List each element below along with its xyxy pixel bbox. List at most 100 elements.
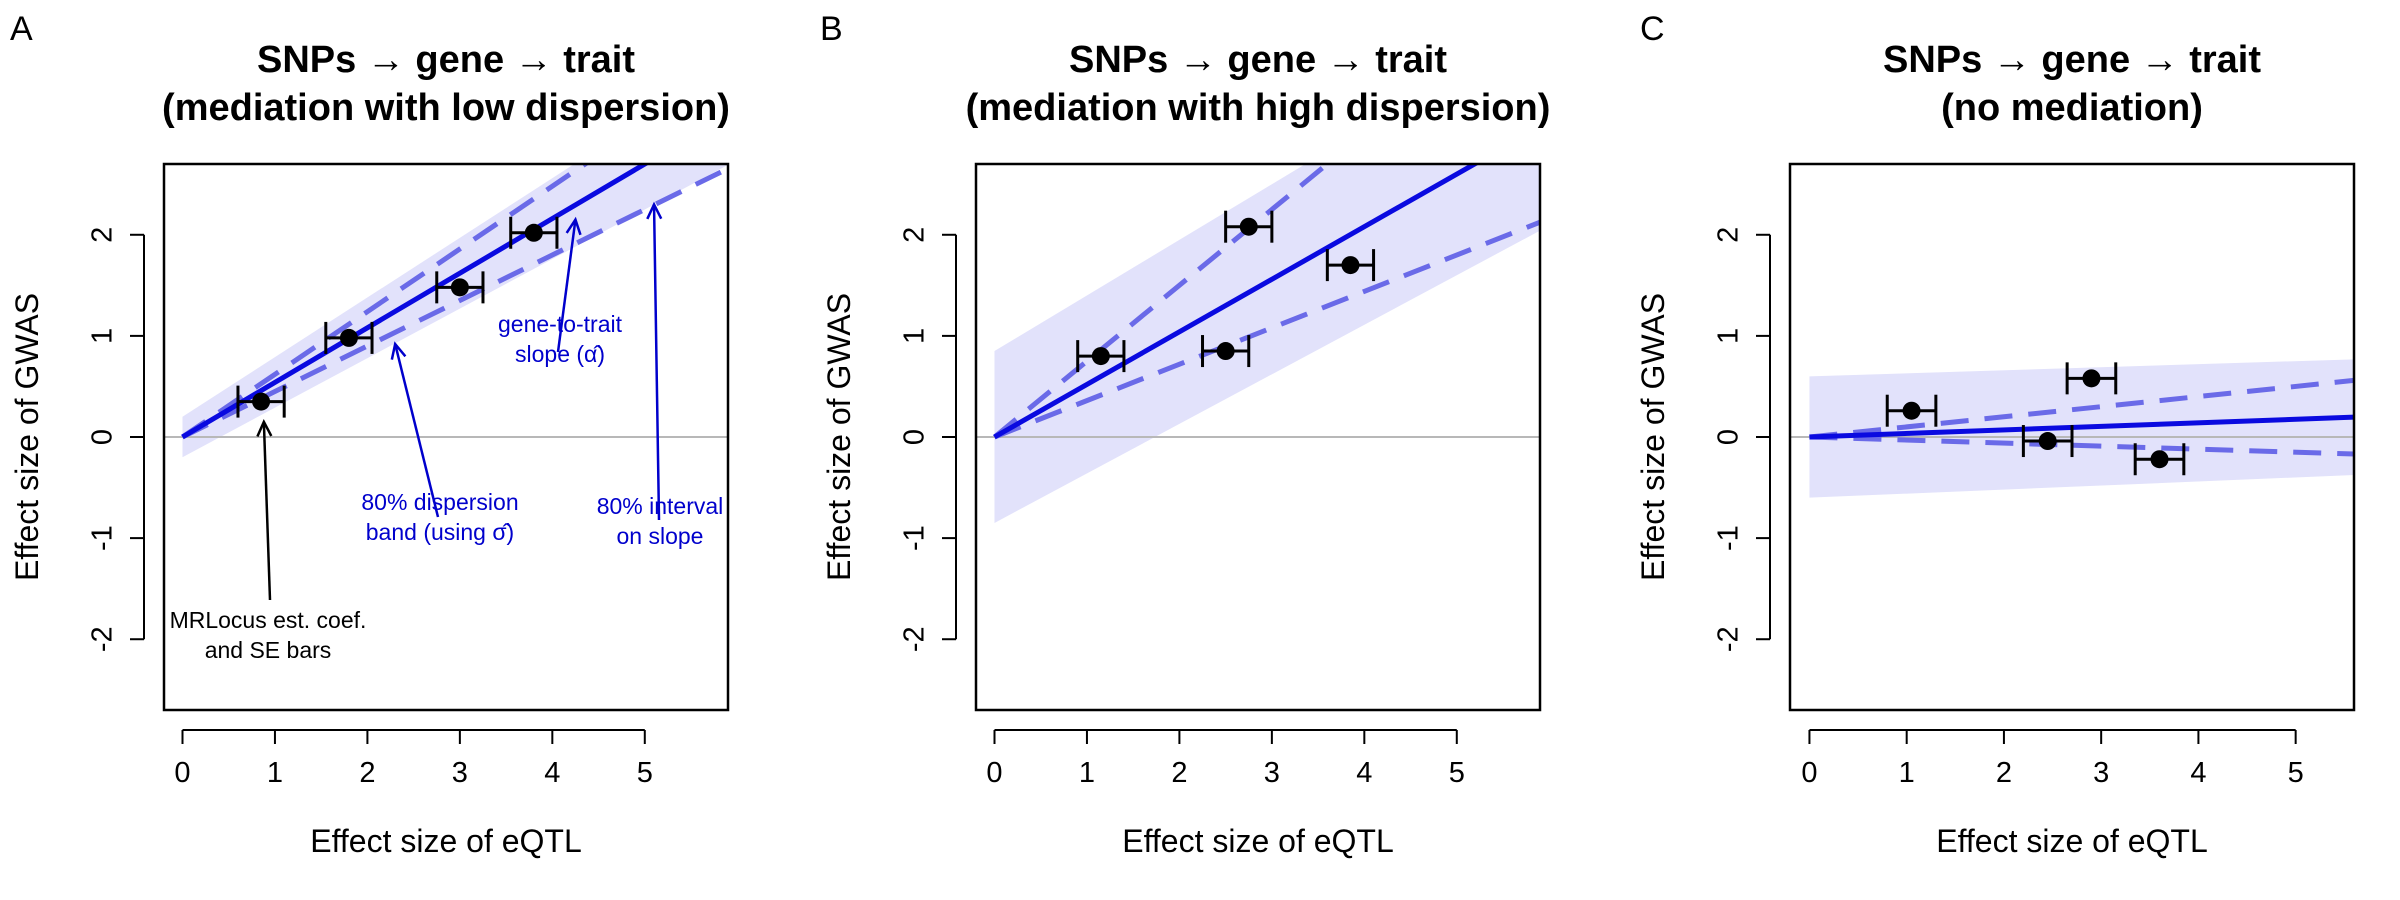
x-tick-label: 1 bbox=[267, 757, 283, 789]
x-axis-label: Effect size of eQTL bbox=[1122, 823, 1394, 859]
annotation-text: slope (α̂) bbox=[515, 341, 605, 367]
annotation-text: MRLocus est. coef. bbox=[170, 607, 367, 633]
y-tick-label: -1 bbox=[1713, 525, 1745, 551]
y-tick-label: 0 bbox=[899, 429, 931, 445]
plot-frame bbox=[162, 162, 730, 712]
y-tick-label: 2 bbox=[87, 227, 119, 243]
slope-interval-line-2 bbox=[181, 164, 590, 440]
slope-line bbox=[181, 164, 650, 440]
x-tick-label: 2 bbox=[359, 757, 375, 789]
y-tick-label: 2 bbox=[1713, 227, 1745, 243]
panel-letter: B bbox=[820, 10, 843, 48]
y-tick-label: 1 bbox=[899, 328, 931, 344]
panel-c: 0 1 2 3 4 5 -2 -1 0 1 2 Effect size of eQTL Effect s… bbox=[1635, 10, 2356, 859]
plot-frame bbox=[974, 162, 1542, 712]
annotation: 80% dispersion band (using σ̂) bbox=[361, 341, 519, 545]
y-tick-label: -2 bbox=[1713, 626, 1745, 652]
x-tick-label: 3 bbox=[2093, 757, 2109, 789]
x-tick-label: 4 bbox=[1356, 757, 1372, 789]
x-tick-label: 4 bbox=[2190, 757, 2206, 789]
y-tick-label: 0 bbox=[1713, 429, 1745, 445]
point-marker bbox=[2082, 369, 2101, 388]
annotation-arrow bbox=[262, 421, 272, 601]
plot-area bbox=[1790, 359, 2354, 498]
slope-interval-line-1 bbox=[181, 166, 728, 440]
x-axis-label: Effect size of eQTL bbox=[1936, 823, 2208, 859]
data-point bbox=[2065, 362, 2118, 395]
y-tick-label: 1 bbox=[1713, 328, 1745, 344]
point-marker bbox=[1341, 256, 1360, 275]
data-point bbox=[1885, 394, 1938, 427]
x-tick-label: 4 bbox=[544, 757, 560, 789]
annotation: gene-to-trait slope (α̂) bbox=[498, 216, 623, 367]
plot-area bbox=[164, 164, 728, 458]
slope-line bbox=[993, 164, 1480, 440]
plot-area bbox=[976, 164, 1540, 523]
slope-interval-line-1 bbox=[993, 219, 1540, 440]
point-marker bbox=[450, 278, 469, 297]
annotation-text: band (using σ̂) bbox=[366, 519, 514, 545]
x-tick-label: 2 bbox=[1996, 757, 2012, 789]
chart-subtitle: (no mediation) bbox=[1941, 87, 2203, 129]
chart-subtitle: (mediation with high dispersion) bbox=[966, 87, 1551, 129]
panel-a: 0 1 2 3 4 5 -2 -1 0 1 2 Effect size of eQTL Effect s… bbox=[9, 10, 730, 859]
arrow-head bbox=[646, 201, 663, 220]
y-axis-label: Effect size of GWAS bbox=[9, 293, 45, 581]
y-tick-label: -1 bbox=[899, 525, 931, 551]
slope-interval-line-1 bbox=[1809, 434, 2354, 457]
data-point bbox=[1076, 340, 1126, 373]
annotation-arrow bbox=[556, 219, 577, 353]
data-point bbox=[435, 271, 485, 304]
point-marker bbox=[339, 328, 358, 347]
y-tick-label: 0 bbox=[87, 429, 119, 445]
annotation-arrow bbox=[393, 343, 440, 518]
slope-line bbox=[1809, 414, 2354, 440]
point-marker bbox=[252, 392, 271, 411]
data-point bbox=[324, 321, 374, 354]
point-marker bbox=[1239, 217, 1258, 236]
x-tick-label: 5 bbox=[637, 757, 653, 789]
arrow-head bbox=[565, 216, 582, 236]
x-tick-label: 3 bbox=[452, 757, 468, 789]
point-marker bbox=[2150, 450, 2169, 469]
annotation: 80% interval on slope bbox=[597, 201, 724, 549]
y-tick-label: 1 bbox=[87, 328, 119, 344]
data-point bbox=[236, 385, 286, 418]
y-tick-label: 2 bbox=[899, 227, 931, 243]
data-point bbox=[2133, 443, 2186, 476]
plot-frame bbox=[1788, 162, 2356, 712]
panel-letter: C bbox=[1640, 10, 1665, 48]
x-tick-label: 2 bbox=[1171, 757, 1187, 789]
chart-title: SNPs → gene → trait bbox=[257, 39, 635, 81]
data-point bbox=[1224, 210, 1274, 243]
annotation: MRLocus est. coef. and SE bars bbox=[170, 418, 367, 663]
y-tick-label: -1 bbox=[87, 525, 119, 551]
x-tick-label: 5 bbox=[1449, 757, 1465, 789]
data-point bbox=[509, 216, 559, 249]
x-tick-label: 0 bbox=[174, 757, 190, 789]
x-tick-label: 3 bbox=[1264, 757, 1280, 789]
dispersion-band bbox=[994, 164, 1540, 523]
point-marker bbox=[1216, 342, 1235, 361]
point-marker bbox=[524, 223, 543, 242]
panel-b: 0 1 2 3 4 5 -2 -1 0 1 2 Effect size of eQTL Effect s… bbox=[820, 10, 1551, 859]
data-point bbox=[1201, 335, 1251, 368]
x-tick-label: 1 bbox=[1079, 757, 1095, 789]
x-tick-label: 1 bbox=[1899, 757, 1915, 789]
annotation-text: 80% interval bbox=[597, 493, 724, 519]
annotation-text: and SE bars bbox=[205, 637, 332, 663]
chart-title: SNPs → gene → trait bbox=[1883, 39, 2261, 81]
arrow-head bbox=[390, 341, 407, 360]
data-point bbox=[1325, 249, 1376, 282]
chart-subtitle: (mediation with low dispersion) bbox=[162, 87, 730, 129]
point-marker bbox=[2038, 432, 2057, 451]
x-tick-label: 0 bbox=[986, 757, 1002, 789]
slope-interval-line-2 bbox=[1809, 377, 2354, 440]
x-tick-label: 0 bbox=[1801, 757, 1817, 789]
point-marker bbox=[1091, 347, 1110, 366]
y-axis-label: Effect size of GWAS bbox=[821, 293, 857, 581]
annotation-text: on slope bbox=[617, 523, 704, 549]
annotation-text: gene-to-trait bbox=[498, 311, 623, 337]
data-point bbox=[2021, 425, 2074, 458]
annotation-text: 80% dispersion bbox=[361, 489, 518, 515]
